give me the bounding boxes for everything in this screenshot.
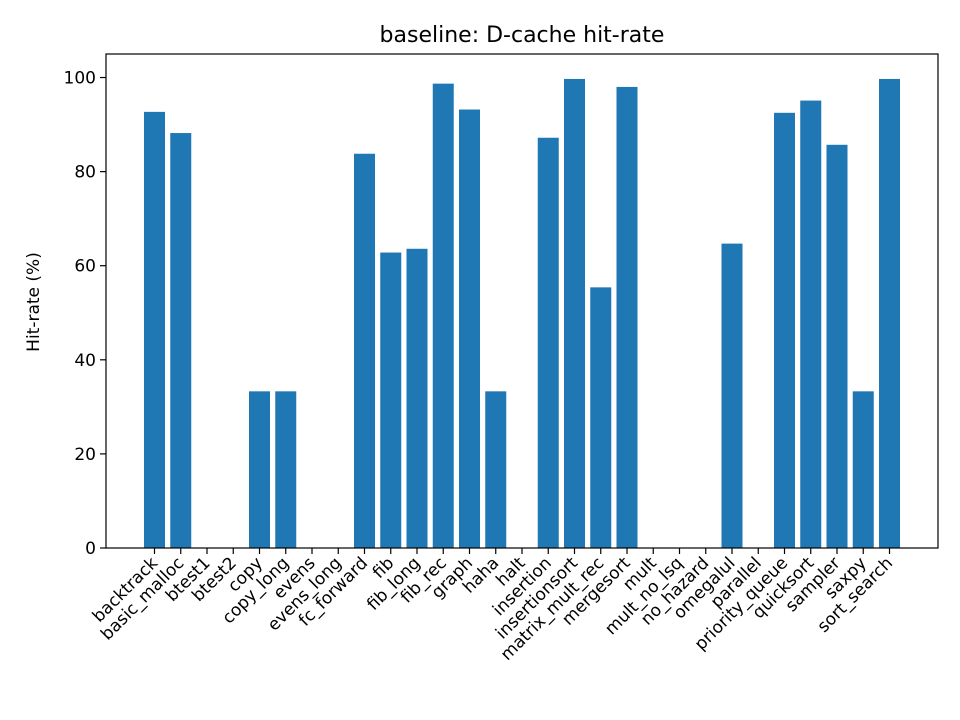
- bar-insertion: [537, 137, 559, 549]
- bar-fib-long: [406, 248, 428, 548]
- y-tick-label: 100: [64, 69, 96, 89]
- bar-copy: [249, 391, 270, 548]
- bar-fib: [380, 252, 402, 548]
- bar-basic-malloc: [170, 133, 192, 549]
- bar-copy-long: [275, 391, 297, 548]
- y-axis-label: Hit-rate (%): [24, 252, 44, 352]
- bar-priority-queue: [774, 112, 795, 549]
- bar-quicksort: [800, 100, 822, 548]
- chart-title: baseline: D-cache hit-rate: [380, 23, 665, 48]
- bar-sampler: [826, 144, 848, 548]
- bar-sort-search: [879, 78, 900, 548]
- plot-frame: [105, 53, 939, 549]
- bar-fib-rec: [432, 83, 454, 548]
- bar-insertionsort: [564, 78, 585, 548]
- bars: [144, 78, 900, 549]
- y-tick-label: 40: [74, 351, 96, 371]
- bar-fc-forward: [354, 153, 375, 548]
- bar-matrix-mult-rec: [590, 287, 612, 548]
- y-tick-label: 60: [74, 257, 96, 277]
- bar-haha: [485, 391, 507, 548]
- bar-mergesort: [616, 86, 638, 548]
- bar-backtrack: [144, 111, 165, 549]
- y-tick-label: 20: [74, 445, 96, 465]
- y-tick-label: 0: [85, 539, 96, 559]
- bar-omegalul: [721, 243, 743, 548]
- bar-graph: [459, 109, 480, 549]
- x-axis-ticks: backtrackbasic_mallocbtest1btest2copycop…: [89, 548, 897, 665]
- bar-saxpy: [852, 391, 874, 548]
- y-axis-ticks: 0 20 40 60 80 100: [64, 69, 106, 559]
- y-tick-label: 80: [74, 163, 96, 183]
